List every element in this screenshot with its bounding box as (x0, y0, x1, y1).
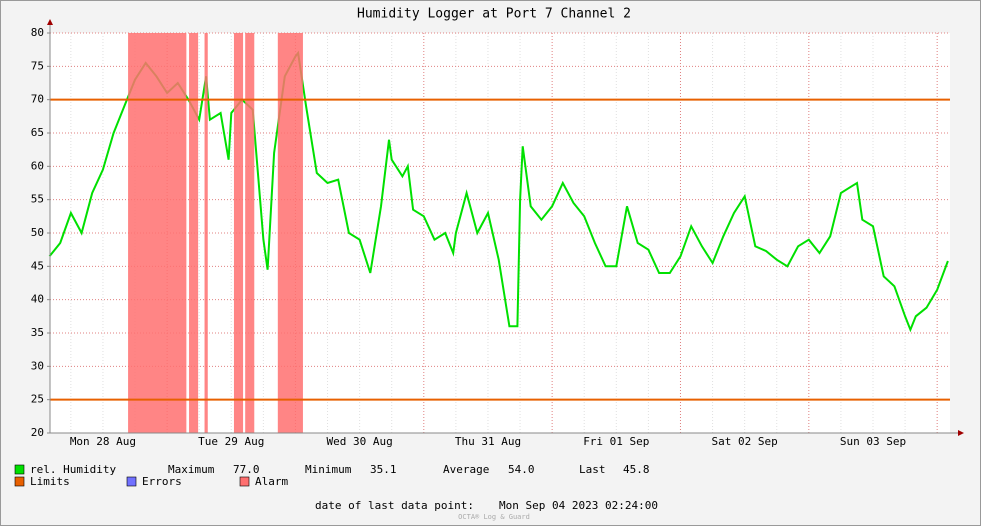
alarm-band (189, 33, 199, 433)
legend-swatch (14, 476, 25, 487)
legend-label: Alarm (255, 475, 288, 488)
y-tick-label: 75 (31, 59, 44, 72)
stat-name: Minimum (305, 463, 352, 476)
y-tick-label: 80 (31, 26, 44, 39)
y-tick-label: 70 (31, 93, 44, 106)
y-tick-label: 60 (31, 159, 44, 172)
x-tick-label: Wed 30 Aug (327, 435, 393, 448)
x-tick-label: Thu 31 Aug (455, 435, 521, 448)
stat-value: 35.1 (370, 463, 397, 476)
stat-name: Maximum (168, 463, 215, 476)
y-tick-label: 25 (31, 393, 44, 406)
stat-value: 77.0 (233, 463, 260, 476)
chart-title: Humidity Logger at Port 7 Channel 2 (357, 7, 631, 22)
x-tick-label: Fri 01 Sep (583, 435, 649, 448)
x-tick-label: Sat 02 Sep (712, 435, 778, 448)
footer-label: date of last data point: (315, 499, 474, 512)
alarm-band (277, 33, 303, 433)
y-tick-label: 20 (31, 426, 44, 439)
alarm-band (245, 33, 255, 433)
legend-label: Errors (142, 475, 182, 488)
x-arrow (958, 430, 964, 436)
stat-name: Last (579, 463, 606, 476)
alarm-band (128, 33, 187, 433)
legend-swatch (126, 476, 137, 487)
x-tick-label: Tue 29 Aug (198, 435, 264, 448)
y-tick-label: 65 (31, 126, 44, 139)
y-tick-label: 50 (31, 226, 44, 239)
watermark: OCTA® Log & Guard (458, 513, 530, 521)
x-tick-label: Sun 03 Sep (840, 435, 906, 448)
y-tick-label: 55 (31, 193, 44, 206)
alarm-band (204, 33, 208, 433)
y-arrow (47, 19, 53, 25)
legend-label: rel. Humidity (30, 463, 116, 476)
data-line (48, 50, 949, 333)
y-tick-label: 40 (31, 293, 44, 306)
y-tick-label: 35 (31, 326, 44, 339)
y-tick-label: 30 (31, 359, 44, 372)
y-tick-label: 45 (31, 259, 44, 272)
legend-swatch (239, 476, 250, 487)
stat-value: 45.8 (623, 463, 650, 476)
legend-swatch (14, 464, 25, 475)
x-tick-label: Mon 28 Aug (70, 435, 136, 448)
stat-name: Average (443, 463, 489, 476)
legend-label: Limits (30, 475, 70, 488)
alarm-band (233, 33, 244, 433)
footer-value: Mon Sep 04 2023 02:24:00 (499, 499, 658, 512)
stat-value: 54.0 (508, 463, 535, 476)
